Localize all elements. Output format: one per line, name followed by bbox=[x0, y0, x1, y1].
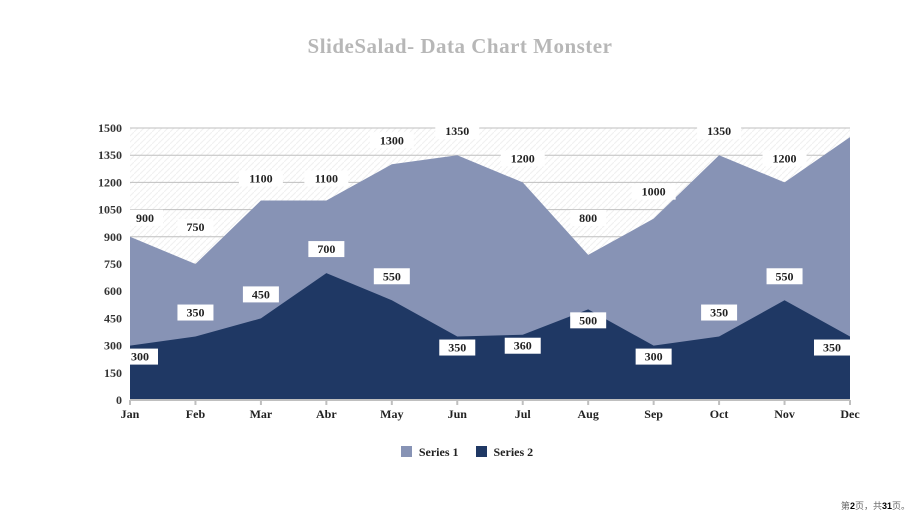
svg-text:900: 900 bbox=[104, 230, 122, 244]
svg-text:1200: 1200 bbox=[511, 151, 535, 165]
area-chart: 01503004506007509001050120013501500JanFe… bbox=[80, 120, 860, 410]
slide-title: SlideSalad- Data Chart Monster bbox=[0, 34, 920, 59]
svg-text:500: 500 bbox=[579, 313, 597, 327]
svg-text:Aug: Aug bbox=[578, 407, 599, 421]
svg-text:800: 800 bbox=[579, 211, 597, 225]
svg-text:700: 700 bbox=[317, 242, 335, 256]
svg-text:300: 300 bbox=[104, 339, 122, 353]
svg-text:Dec: Dec bbox=[840, 407, 860, 421]
svg-text:Nov: Nov bbox=[774, 407, 795, 421]
pager-total: 31 bbox=[882, 501, 892, 511]
svg-text:1000: 1000 bbox=[642, 185, 666, 199]
svg-text:550: 550 bbox=[383, 269, 401, 283]
svg-text:350: 350 bbox=[823, 341, 841, 355]
svg-text:300: 300 bbox=[131, 350, 149, 364]
svg-text:1500: 1500 bbox=[98, 121, 122, 135]
svg-text:May: May bbox=[380, 407, 403, 421]
svg-text:Jul: Jul bbox=[515, 407, 532, 421]
page-counter: 第2页，共31页。 bbox=[841, 499, 910, 512]
svg-text:1350: 1350 bbox=[445, 124, 469, 138]
legend-label-series2: Series 2 bbox=[494, 445, 534, 459]
chart-legend: Series 1 Series 2 bbox=[0, 445, 920, 460]
pager-mid: 页，共 bbox=[855, 501, 882, 511]
svg-text:Feb: Feb bbox=[186, 407, 206, 421]
svg-text:350: 350 bbox=[186, 306, 204, 320]
svg-text:1350: 1350 bbox=[707, 124, 731, 138]
svg-text:750: 750 bbox=[186, 220, 204, 234]
slide: SlideSalad- Data Chart Monster 0 150 300 45… bbox=[0, 0, 920, 518]
pager-suffix: 页。 bbox=[892, 501, 910, 511]
legend-swatch-series2 bbox=[476, 446, 487, 457]
svg-text:900: 900 bbox=[136, 211, 154, 225]
svg-text:550: 550 bbox=[776, 269, 794, 283]
svg-text:350: 350 bbox=[710, 306, 728, 320]
svg-text:Oct: Oct bbox=[710, 407, 729, 421]
svg-text:0: 0 bbox=[116, 393, 122, 407]
svg-text:Sep: Sep bbox=[644, 407, 663, 421]
svg-text:600: 600 bbox=[104, 284, 122, 298]
svg-text:450: 450 bbox=[252, 287, 270, 301]
svg-text:Mar: Mar bbox=[250, 407, 273, 421]
svg-text:1350: 1350 bbox=[98, 148, 122, 162]
svg-text:1100: 1100 bbox=[249, 172, 272, 186]
svg-text:Jan: Jan bbox=[121, 407, 140, 421]
svg-text:Jun: Jun bbox=[448, 407, 468, 421]
svg-text:1050: 1050 bbox=[98, 203, 122, 217]
svg-text:750: 750 bbox=[104, 257, 122, 271]
pager-prefix: 第 bbox=[841, 501, 850, 511]
svg-text:300: 300 bbox=[645, 350, 663, 364]
legend-swatch-series1 bbox=[401, 446, 412, 457]
svg-text:1200: 1200 bbox=[98, 175, 122, 189]
svg-text:1200: 1200 bbox=[773, 151, 797, 165]
svg-text:360: 360 bbox=[514, 339, 532, 353]
svg-text:1300: 1300 bbox=[380, 133, 404, 147]
svg-text:1100: 1100 bbox=[315, 172, 338, 186]
chart-svg: 0 150 300 450 600 750 900 1050 1200 1350 1500 Jan Fe… bbox=[80, 120, 860, 430]
legend-label-series1: Series 1 bbox=[419, 445, 459, 459]
svg-text:Abr: Abr bbox=[316, 407, 337, 421]
svg-text:150: 150 bbox=[104, 366, 122, 380]
svg-text:450: 450 bbox=[104, 311, 122, 325]
svg-text:350: 350 bbox=[448, 341, 466, 355]
